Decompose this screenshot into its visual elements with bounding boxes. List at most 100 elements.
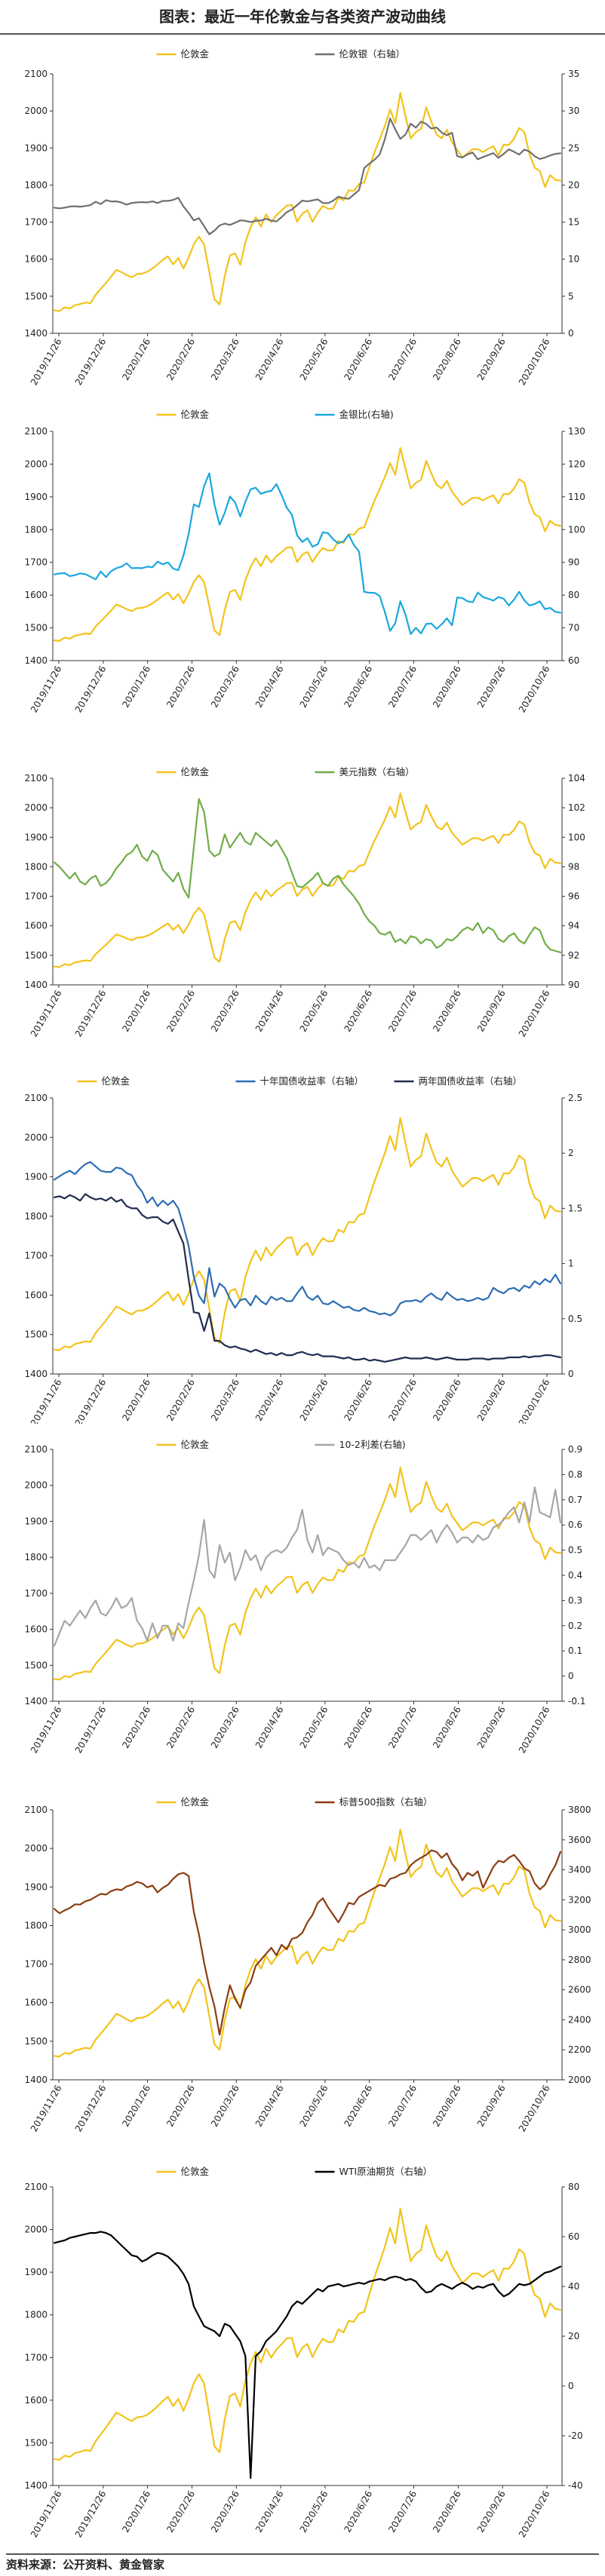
- y-left-tick-label: 1400: [24, 1696, 48, 1707]
- x-tick-label: 2020/1/26: [120, 2489, 152, 2535]
- legend-label: 10-2利差(右轴): [339, 1439, 406, 1450]
- x-tick-label: 2020/1/26: [120, 337, 152, 382]
- legend-label: 伦敦银（右轴）: [339, 48, 406, 60]
- y-right-tick-label: 0.6: [568, 1520, 582, 1530]
- x-tick-label: 2019/11/26: [29, 2489, 64, 2540]
- x-tick-label: 2020/7/26: [386, 337, 419, 382]
- series-line-2: [53, 1486, 562, 1647]
- x-tick-label: 2020/3/26: [209, 2489, 241, 2535]
- y-left-tick-label: 1800: [24, 1920, 48, 1930]
- y-left-tick-label: 2100: [24, 1805, 48, 1815]
- y-right-tick-label: 0: [568, 2381, 574, 2391]
- x-tick-label: 2020/3/26: [209, 1378, 241, 1423]
- chart-svg-2: 1400 1500 1600 1700 1800 1900 2000 2100 60 70 80 90…: [24, 409, 585, 715]
- chart-panel-1: 1400 1500 1600 1700 1800 1900 2000 2100 0 5 10 15 20…: [0, 38, 605, 397]
- legend-label: 两年国债收益率（右轴）: [419, 1075, 523, 1087]
- legend-label: 伦敦金: [181, 2166, 210, 2177]
- y-right-tick-label: 2800: [568, 1955, 591, 1965]
- x-tick-label: 2020/8/26: [431, 1378, 463, 1423]
- x-tick-label: 2020/4/26: [253, 1378, 286, 1423]
- y-left-tick-label: 2000: [24, 458, 48, 469]
- legend-label: 十年国债收益率（右轴）: [260, 1075, 364, 1087]
- y-right-tick-label: 90: [568, 557, 579, 568]
- y-right-tick-label: 0.5: [568, 1314, 582, 1324]
- series-line-2: [53, 1161, 562, 1317]
- y-left-tick-label: 1600: [24, 1998, 48, 2008]
- x-tick-label: 2020/3/26: [209, 664, 241, 710]
- y-left-tick-label: 1600: [24, 921, 48, 931]
- x-tick-label: 2020/2/26: [164, 664, 197, 710]
- x-tick-label: 2020/8/26: [431, 1705, 463, 1750]
- x-tick-label: 2019/11/26: [29, 664, 64, 715]
- x-tick-label: 2020/7/26: [386, 1378, 419, 1423]
- series-line-3: [53, 1193, 562, 1363]
- y-right-tick-label: 3200: [568, 1894, 591, 1905]
- y-left-tick-label: 1400: [24, 328, 48, 339]
- y-right-tick-label: 3600: [568, 1835, 591, 1845]
- x-tick-label: 2019/12/26: [73, 1378, 109, 1424]
- series-line-1: [53, 91, 562, 312]
- x-tick-label: 2020/7/26: [386, 2084, 419, 2129]
- x-tick-label: 2020/2/26: [164, 989, 197, 1034]
- chart-svg-1: 1400 1500 1600 1700 1800 1900 2000 2100 0 5 10 15 20…: [24, 48, 579, 388]
- x-tick-label: 2019/12/26: [73, 2084, 109, 2134]
- y-right-tick-label: 1: [568, 1259, 574, 1269]
- y-left-tick-label: 1400: [24, 655, 48, 666]
- x-tick-label: 2020/10/26: [517, 337, 552, 388]
- x-tick-label: 2020/7/26: [386, 664, 419, 710]
- y-right-tick-label: 130: [568, 426, 585, 437]
- x-tick-label: 2020/8/26: [431, 989, 463, 1034]
- x-tick-label: 2020/5/26: [298, 989, 330, 1034]
- y-right-tick-label: 20: [568, 2331, 579, 2341]
- y-right-tick-label: -40: [568, 2480, 583, 2491]
- y-left-tick-label: 1700: [24, 2352, 48, 2363]
- x-tick-label: 2020/5/26: [298, 1378, 330, 1423]
- series-line-2: [53, 2231, 562, 2479]
- x-tick-label: 2019/12/26: [73, 989, 109, 1039]
- y-left-tick-label: 2100: [24, 426, 48, 437]
- y-right-tick-label: 3000: [568, 1924, 591, 1935]
- y-left-tick-label: 2000: [24, 802, 48, 813]
- legend-label: 伦敦金: [181, 766, 210, 777]
- y-left-tick-label: 1600: [24, 1290, 48, 1300]
- y-right-tick-label: 0.7: [568, 1495, 582, 1505]
- chart-panel-3: 1400 1500 1600 1700 1800 1900 2000 2100 90 92 94 96…: [0, 757, 605, 1062]
- y-right-tick-label: 94: [568, 921, 579, 931]
- x-tick-label: 2020/9/26: [475, 2489, 508, 2535]
- y-left-tick-label: 1900: [24, 1881, 48, 1892]
- x-tick-label: 2020/10/26: [517, 989, 552, 1039]
- y-left-tick-label: 1700: [24, 217, 48, 228]
- x-tick-label: 2020/6/26: [342, 664, 374, 710]
- series-line-1: [53, 2207, 562, 2461]
- page-title: 图表：最近一年伦敦金与各类资产波动曲线: [0, 0, 605, 35]
- legend-label: 伦敦金: [181, 409, 210, 420]
- x-tick-label: 2020/1/26: [120, 1378, 152, 1423]
- y-right-tick-label: 0.1: [568, 1645, 582, 1656]
- series-line-1: [53, 1467, 562, 1681]
- y-right-tick-label: -20: [568, 2430, 583, 2441]
- x-tick-label: 2020/1/26: [120, 989, 152, 1034]
- y-left-tick-label: 1600: [24, 2395, 48, 2406]
- x-tick-label: 2019/11/26: [29, 1705, 64, 1756]
- x-tick-label: 2020/10/26: [517, 664, 552, 715]
- chart-svg-3: 1400 1500 1600 1700 1800 1900 2000 2100 90 92 94 96…: [24, 766, 585, 1039]
- chart-svg-7: 1400 1500 1600 1700 1800 1900 2000 2100 -40 -20 0 2…: [24, 2166, 583, 2540]
- source-note: 资料来源：公开资料、黄金管家: [6, 2553, 599, 2574]
- series-line-1: [53, 1828, 562, 2058]
- y-right-tick-label: 100: [568, 524, 585, 535]
- y-right-tick-label: -0.1: [568, 1696, 585, 1707]
- x-tick-label: 2020/5/26: [298, 664, 330, 710]
- y-right-tick-label: 102: [568, 802, 585, 813]
- legend-label: 伦敦金: [102, 1075, 131, 1087]
- y-right-tick-label: 2.5: [568, 1093, 582, 1103]
- y-right-tick-label: 92: [568, 950, 579, 961]
- x-tick-label: 2020/1/26: [120, 2084, 152, 2129]
- x-tick-label: 2020/4/26: [253, 1705, 286, 1750]
- x-tick-label: 2020/6/26: [342, 337, 374, 382]
- x-tick-label: 2020/4/26: [253, 337, 286, 382]
- x-tick-label: 2019/11/26: [29, 989, 64, 1039]
- y-left-tick-label: 1600: [24, 1624, 48, 1635]
- x-tick-label: 2020/3/26: [209, 1705, 241, 1750]
- x-tick-label: 2020/9/26: [475, 1705, 508, 1750]
- x-tick-label: 2020/4/26: [253, 989, 286, 1034]
